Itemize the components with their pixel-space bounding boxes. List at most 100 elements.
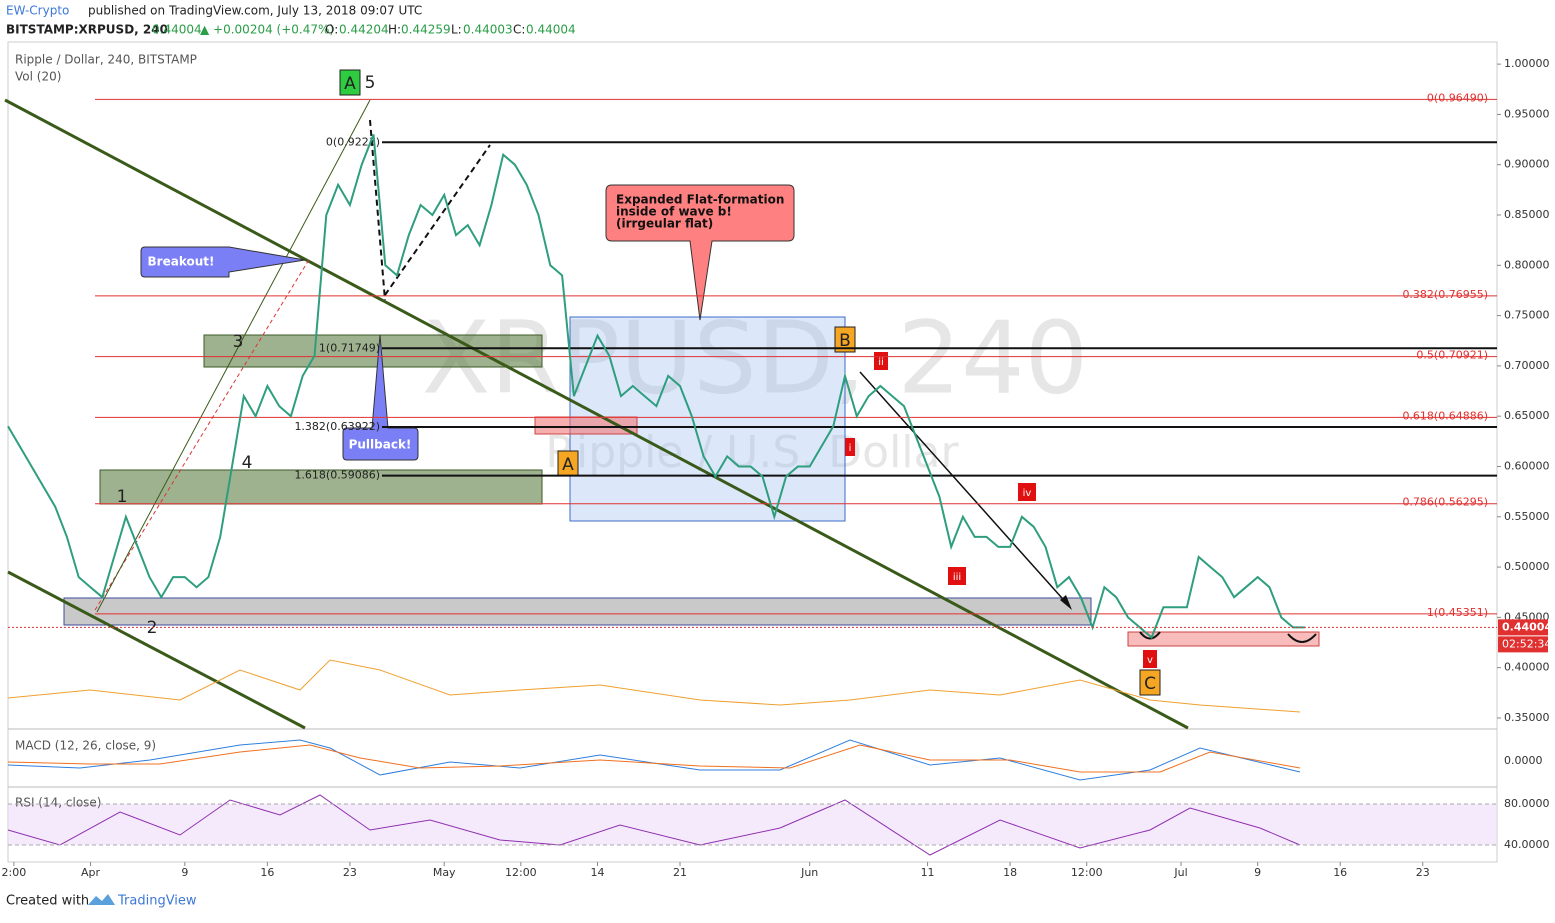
price-tag	[1498, 619, 1548, 636]
callout	[342, 334, 419, 461]
wave-label: 4	[242, 453, 253, 473]
x-tick-label: Apr	[81, 866, 101, 879]
price-tag-label: 0.44004	[1502, 620, 1552, 633]
macd-line	[7, 739, 1301, 781]
rsi-label: RSI (14, close)	[15, 796, 101, 810]
fib-label: 0.5(0.70921)	[1416, 349, 1488, 362]
x-tick-label: 2:00	[2, 866, 27, 879]
wave-label: v	[1147, 655, 1153, 666]
projection	[94, 257, 311, 611]
zone	[1127, 631, 1320, 647]
callout	[140, 246, 306, 278]
macd-tick-label: 0.0000	[1504, 754, 1543, 767]
wave-label: iv	[1023, 488, 1032, 499]
fib-label: 0.618(0.64886)	[1402, 409, 1488, 422]
l-label: L:	[451, 23, 462, 37]
callout-text: inside of wave b!	[616, 205, 732, 219]
label-box	[1143, 650, 1157, 668]
dynamic-layer: 1.00000 0.95000 0.90000 0.85000 0.80000 0.750…	[2, 57, 1553, 879]
y-tick-label: 0.90000	[1504, 158, 1550, 171]
signal-line	[7, 744, 1301, 773]
o-label: O:	[325, 23, 338, 37]
chart-title: Ripple / Dollar, 240, BITSTAMP	[15, 53, 197, 67]
arrow-head	[1060, 595, 1072, 610]
watermark-sub: Ripple / U.S. Dollar	[545, 427, 959, 478]
x-tick-label: 18	[1003, 866, 1017, 879]
c-value: 0.44004	[526, 23, 576, 37]
label-box	[339, 69, 361, 96]
y-tick-label: 0.85000	[1504, 208, 1550, 221]
x-tick-label: 14	[590, 866, 604, 879]
y-tick-label: 0.50000	[1504, 560, 1550, 573]
x-tick-label: 9	[181, 866, 188, 879]
arrow	[859, 371, 1071, 608]
rsi-band	[8, 804, 1497, 845]
callout-text: Breakout!	[148, 255, 215, 269]
y-tick-label: 0.65000	[1504, 409, 1550, 422]
rsi-tick-label: 40.0000	[1504, 838, 1550, 851]
y-tick-label: 0.70000	[1504, 359, 1550, 372]
fib-label: 0.382(0.76955)	[1402, 288, 1488, 301]
countdown-tag	[1498, 636, 1548, 653]
rsi-tick-label: 80.0000	[1504, 797, 1550, 810]
author[interactable]: EW-Crypto	[6, 4, 69, 18]
fib-label: 0.786(0.56295)	[1402, 496, 1488, 509]
footer-text: Created with	[6, 894, 89, 909]
published: published on TradingView.com, July 13, 2…	[88, 4, 422, 18]
volume-label: Vol (20)	[15, 70, 61, 84]
y-tick-label: 0.60000	[1504, 459, 1550, 472]
wave-label: 5	[365, 73, 376, 93]
zone	[203, 334, 543, 368]
x-tick-label: 23	[343, 866, 357, 879]
wave-label: 3	[233, 332, 244, 352]
wave-line	[96, 99, 371, 613]
callout-text: Pullback!	[349, 438, 412, 452]
x-tick-label: Jul	[1173, 866, 1187, 879]
y-tick-label: 0.80000	[1504, 258, 1550, 271]
x-tick-label: 11	[921, 866, 935, 879]
h-label: H:	[388, 23, 401, 37]
l-value: 0.44003	[463, 23, 513, 37]
trendline	[7, 570, 306, 730]
wave-label: i	[849, 443, 852, 454]
zone	[63, 597, 1092, 626]
arc	[1287, 633, 1317, 643]
x-tick-label: 12:00	[505, 866, 537, 879]
footer	[0, 880, 1555, 919]
y-tick-label: 0.75000	[1504, 309, 1550, 322]
fib-label: 1(0.45351)	[1427, 606, 1488, 619]
footer-brand[interactable]: TradingView	[117, 894, 197, 909]
logo	[88, 894, 115, 905]
trendline	[4, 98, 1189, 730]
zone	[534, 416, 638, 435]
fib-label: 1(0.71749)	[319, 341, 380, 354]
label-box	[948, 567, 966, 585]
wave-label: B	[839, 331, 851, 351]
change: ▲ +0.00204 (+0.47%)	[200, 23, 334, 37]
callout-text: Expanded Flat-formation	[616, 193, 784, 207]
x-tick-label: May	[433, 866, 456, 879]
arc	[1139, 631, 1161, 640]
fib-label: 0(0.9223)	[326, 135, 380, 148]
y-tick-label: 0.95000	[1504, 107, 1550, 120]
y-tick-label: 0.55000	[1504, 510, 1550, 523]
plot-frame	[7, 41, 1498, 863]
callout	[605, 184, 795, 321]
x-tick-label: 12:00	[1071, 866, 1103, 879]
wave-label: iii	[953, 572, 961, 583]
x-tick-label: 9	[1254, 866, 1261, 879]
symbol: BITSTAMP:XRPUSD, 240	[6, 23, 168, 37]
x-tick-label: 16	[260, 866, 274, 879]
wave-label: A	[344, 74, 356, 94]
c-label: C:	[513, 23, 525, 37]
x-tick-label: 21	[673, 866, 687, 879]
fib-label: 1.618(0.59086)	[294, 469, 380, 482]
price: 0.44004	[152, 23, 202, 37]
label-box	[1139, 669, 1161, 696]
y-tick-label: 1.00000	[1504, 57, 1550, 70]
x-tick-label: Jun	[800, 866, 818, 879]
o-value: 0.44204	[339, 23, 389, 37]
label-box	[1018, 483, 1036, 501]
callout-text: (irrgeular flat)	[616, 217, 713, 231]
